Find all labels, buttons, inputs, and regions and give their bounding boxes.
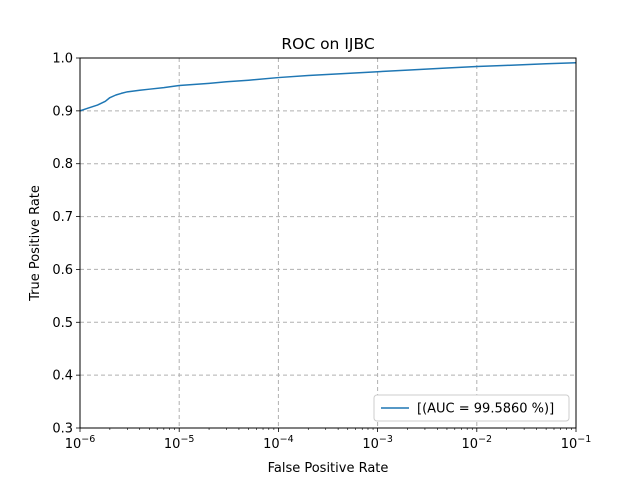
y-tick-label: 0.4 (52, 369, 73, 384)
x-tick-label: 10−2 (462, 434, 493, 452)
x-axis-label: False Positive Rate (268, 461, 389, 476)
x-tick-label: 10−3 (362, 434, 393, 452)
y-axis-label: True Positive Rate (28, 185, 43, 302)
x-tick-label: 10−4 (263, 434, 294, 452)
legend: [(AUC = 99.5860 %)] (373, 394, 570, 422)
plot-frame (79, 57, 577, 429)
ticks: 10−6 10−5 10−4 10−3 10−2 10−1 0.3 0.4 0.5 0.6 0.7 0… (52, 52, 591, 453)
y-tick-label: 0.5 (52, 316, 73, 331)
y-tick-label: 0.9 (52, 104, 73, 119)
legend-box (373, 394, 570, 422)
y-tick-label: 0.6 (52, 263, 73, 278)
y-tick-label: 1.0 (52, 52, 73, 67)
x-tick-label: 10−1 (561, 434, 592, 452)
y-tick-label: 0.7 (52, 210, 73, 225)
y-tick-label: 0.8 (52, 157, 73, 172)
grid (80, 58, 576, 428)
x-tick-label: 10−6 (65, 434, 96, 452)
x-tick-label: 10−5 (164, 434, 195, 452)
roc-curve-line (79, 62, 577, 112)
chart-title: ROC on IJBC (281, 35, 374, 53)
series-layer (79, 62, 577, 112)
legend-label: [(AUC = 99.5860 %)] (417, 402, 554, 417)
plot-area (80, 58, 576, 428)
y-tick-label: 0.3 (52, 422, 73, 437)
